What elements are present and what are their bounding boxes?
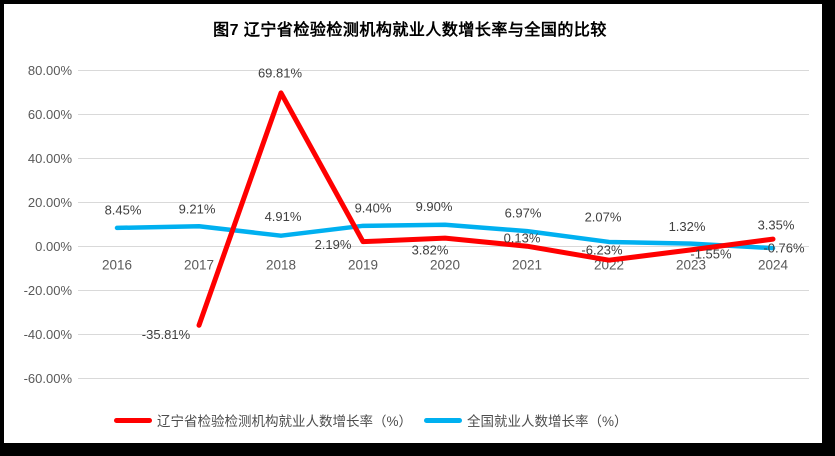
data-label: 2.19% (315, 237, 352, 252)
y-axis-tick-label: -40.00% (24, 327, 73, 342)
legend-item-liaoning: 辽宁省检验检测机构就业人数增长率（%） (114, 410, 412, 430)
legend-line-blue-icon (424, 417, 463, 423)
chart-area: 图7 辽宁省检验检测机构就业人数增长率与全国的比较 80.00% 60.00% 40… (4, 4, 822, 443)
data-label: 69.81% (258, 65, 303, 80)
chart-title: 图7 辽宁省检验检测机构就业人数增长率与全国的比较 (213, 22, 607, 39)
x-category-label: 2018 (266, 258, 296, 273)
y-axis-tick-label: -20.00% (24, 283, 73, 298)
legend: 辽宁省检验检测机构就业人数增长率（%） 全国就业人数增长率（%） (114, 410, 628, 430)
data-label: 9.90% (416, 199, 453, 214)
data-label: 0.13% (504, 231, 541, 246)
legend-label-liaoning: 辽宁省检验检测机构就业人数增长率（%） (157, 414, 413, 429)
y-axis-tick-label: 20.00% (28, 195, 73, 210)
data-label: -1.55% (690, 246, 732, 261)
data-label: 4.91% (265, 209, 302, 224)
data-label: 9.21% (179, 202, 216, 217)
x-category-label: 2021 (512, 258, 542, 273)
x-category-label: 2023 (676, 258, 706, 273)
x-category-label: 2019 (348, 258, 378, 273)
data-label: 3.35% (758, 218, 795, 233)
y-axis-tick-label: 60.00% (28, 107, 73, 122)
y-axis-tick-label: 0.00% (35, 239, 72, 254)
data-label: 8.45% (105, 202, 142, 217)
data-label: -35.81% (142, 327, 191, 342)
plot-area: 80.00% 60.00% 40.00% 20.00% 0.00% -20.00% -40.… (24, 63, 809, 386)
y-axis-tick-label: -60.00% (24, 371, 73, 386)
series-line-liaoning (196, 90, 776, 328)
data-label: -6.23% (581, 243, 623, 258)
data-label: -0.76% (763, 241, 805, 256)
x-category-label: 2017 (184, 258, 214, 273)
data-label: 3.82% (412, 243, 449, 258)
x-category-label: 2016 (102, 258, 132, 273)
series-line-national (114, 222, 776, 251)
legend-item-national: 全国就业人数增长率（%） (424, 410, 628, 430)
legend-line-red-icon (114, 417, 152, 423)
legend-label-national: 全国就业人数增长率（%） (467, 414, 628, 429)
data-label: 1.32% (669, 219, 706, 234)
y-axis-tick-label: 80.00% (28, 63, 73, 78)
data-label: 6.97% (505, 206, 542, 221)
y-axis-tick-label: 40.00% (28, 151, 73, 166)
x-category-label: 2020 (430, 258, 460, 273)
data-label: 9.40% (355, 200, 392, 215)
data-label: 2.07% (585, 209, 622, 224)
x-category-label: 2024 (758, 258, 789, 273)
